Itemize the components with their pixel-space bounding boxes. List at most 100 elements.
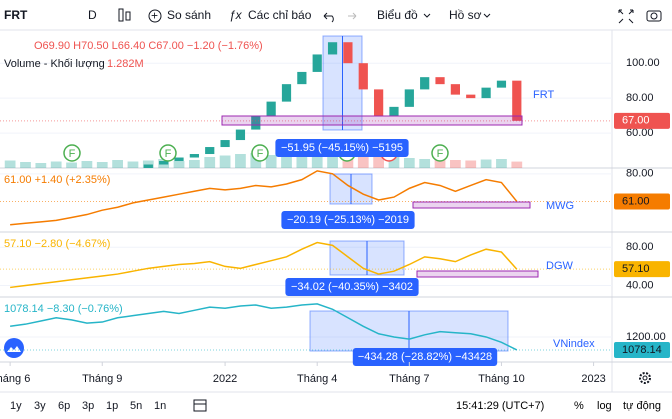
range-button[interactable]: 3p [82, 400, 94, 412]
event-marker-letter: F [165, 148, 172, 160]
candle [189, 154, 199, 158]
price-tag [614, 112, 670, 129]
range-rect [221, 115, 523, 126]
candle [404, 89, 414, 107]
undo[interactable] [323, 12, 334, 23]
volume-bar [112, 160, 123, 168]
price-tag [614, 193, 670, 210]
volume-bar [311, 153, 323, 168]
compare-plus: + [151, 9, 158, 23]
y-tick-label: 80.00 [626, 241, 654, 253]
range-button[interactable]: 5n [130, 400, 142, 412]
interval[interactable]: D [88, 8, 97, 22]
price-tag [614, 261, 670, 278]
price-line [10, 241, 518, 289]
range-button[interactable]: 1n [154, 400, 166, 412]
fullscreen[interactable] [618, 9, 634, 24]
candle [159, 161, 169, 165]
volume-bar [357, 154, 369, 168]
range-rect [416, 270, 539, 278]
measure-label: −434.28 (−28.82%) −43428 [358, 351, 492, 363]
y-tick-label: 60.00 [626, 127, 654, 139]
y-tick-label: 80.00 [626, 168, 654, 180]
x-tick-label: Tháng 7 [389, 373, 429, 385]
volume-value: 1.282M [107, 58, 144, 70]
volume-bar [373, 155, 384, 168]
candle [512, 80, 522, 121]
candle [481, 87, 491, 99]
price-tag-label: 61.00 [622, 195, 650, 207]
volume-bar [4, 160, 16, 168]
x-tick-label: Tháng 10 [478, 373, 524, 385]
volume-bar [388, 157, 400, 168]
volume-bar [296, 150, 308, 168]
volume-bar [235, 154, 246, 168]
pane [0, 303, 612, 352]
volume-bar [480, 159, 492, 168]
y-tick-label: 1200.00 [626, 331, 666, 343]
y-tick-label: 80.00 [626, 92, 654, 104]
log-toggle[interactable]: log [597, 400, 612, 412]
x-tick-label: 2022 [213, 373, 237, 385]
volume-bar [465, 160, 477, 168]
volume-bar [142, 160, 154, 168]
snapshot[interactable] [646, 10, 662, 22]
range-button[interactable]: 6p [58, 400, 70, 412]
candle [266, 101, 276, 116]
snapshot-lens [650, 12, 658, 20]
redo[interactable] [348, 12, 357, 20]
pane-header: 1078.14 −8.30 (−0.76%) [4, 303, 123, 315]
candle [297, 71, 307, 85]
candle [466, 94, 476, 99]
range-rect [412, 201, 531, 209]
y-tick-label: 40.00 [626, 279, 654, 291]
symbol[interactable]: FRT [4, 8, 28, 22]
volume-bar [35, 163, 47, 168]
volume-bar [20, 162, 31, 168]
ohlc-header: O69.90 H70.50 L66.40 C67.00 −1.20 (−1.76… [34, 40, 263, 52]
compare-icon[interactable] [148, 9, 162, 23]
event-marker-letter: F [437, 148, 444, 160]
range-button[interactable]: 3y [34, 400, 46, 412]
percent-toggle[interactable]: % [574, 400, 584, 412]
indicators[interactable]: Các chỉ báo [248, 8, 312, 22]
volume-bar [127, 161, 139, 168]
candle-icon[interactable] [118, 8, 131, 22]
event-marker[interactable] [63, 144, 81, 162]
event-marker[interactable] [159, 144, 177, 162]
event-marker[interactable] [251, 144, 269, 162]
calendar-icon[interactable] [193, 399, 207, 412]
logo[interactable] [4, 338, 24, 358]
settings-gear[interactable] [639, 372, 651, 384]
candle [374, 89, 384, 116]
candle [312, 54, 322, 72]
series-name: FRT [533, 89, 554, 101]
candle [251, 115, 261, 130]
candle [450, 84, 460, 95]
pane [0, 240, 612, 289]
chart-menu[interactable]: Biểu đồ [377, 8, 418, 22]
candle [389, 106, 399, 116]
candle [143, 164, 153, 168]
volume-bar [66, 162, 77, 168]
volume-bar [450, 160, 461, 168]
volume-bar [511, 161, 523, 168]
range-button[interactable]: 1y [10, 400, 22, 412]
compare[interactable]: So sánh [167, 8, 211, 22]
chevron [483, 13, 491, 18]
candle [327, 42, 338, 55]
event-marker[interactable] [431, 144, 449, 162]
measure-label-bg [275, 139, 409, 157]
volume-bar [81, 161, 93, 168]
volume-label: Volume - Khối lượng [4, 58, 105, 70]
profile-menu[interactable]: Hồ sơ [449, 8, 482, 22]
price-line [10, 303, 518, 351]
candle [205, 147, 215, 155]
volume-bar [219, 155, 231, 168]
auto-toggle[interactable]: tự động [623, 400, 661, 412]
range-button[interactable]: 1p [106, 400, 118, 412]
candle [435, 77, 445, 85]
event-marker-letter: F [69, 148, 76, 160]
candle [220, 140, 230, 148]
